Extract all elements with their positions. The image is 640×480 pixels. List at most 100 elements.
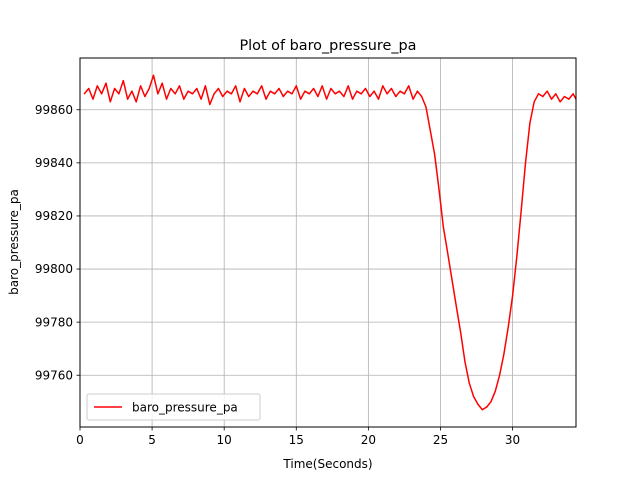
data-point	[369, 95, 371, 98]
data-point	[140, 85, 142, 87]
data-point	[550, 98, 553, 100]
data-point	[127, 98, 129, 100]
data-point	[248, 95, 250, 98]
data-point	[347, 85, 349, 87]
data-point	[503, 353, 505, 355]
data-point	[144, 95, 146, 98]
data-point	[157, 93, 159, 95]
data-point	[239, 101, 241, 103]
data-point	[196, 87, 198, 90]
data-point	[118, 93, 120, 95]
data-point	[83, 93, 85, 95]
data-point	[226, 90, 228, 92]
data-point	[421, 95, 423, 98]
data-point	[412, 98, 414, 100]
data-point	[165, 98, 168, 100]
data-point	[230, 93, 232, 95]
data-point	[351, 98, 354, 100]
data-point	[308, 93, 310, 95]
data-point	[191, 93, 194, 95]
data-point	[330, 87, 332, 90]
data-point	[278, 87, 280, 90]
data-point	[460, 332, 462, 334]
data-point	[434, 154, 436, 156]
legend: baro_pressure_pa	[86, 393, 261, 421]
data-point	[507, 326, 509, 328]
y-tick-label: 99860	[35, 103, 73, 117]
grid	[79, 58, 576, 427]
data-point	[265, 98, 267, 100]
data-point	[546, 90, 548, 92]
data-point	[499, 374, 501, 376]
data-point	[274, 93, 276, 95]
data-point	[200, 98, 202, 100]
data-point	[217, 87, 219, 90]
data-point	[96, 85, 98, 87]
data-point	[403, 93, 405, 95]
data-point	[563, 95, 566, 98]
data-point	[178, 85, 181, 87]
data-point	[382, 85, 384, 87]
data-point	[304, 90, 306, 92]
data-point	[109, 101, 111, 103]
data-point	[386, 93, 388, 95]
data-point	[425, 106, 427, 108]
data-point	[408, 85, 410, 87]
data-point	[524, 162, 527, 164]
data-point	[300, 98, 302, 100]
data-point	[390, 87, 392, 90]
data-point	[338, 90, 341, 92]
data-point	[537, 93, 540, 95]
data-point	[295, 85, 297, 87]
x-axis: 0 5 10 15 20 25 30	[76, 427, 520, 447]
legend-label: baro_pressure_pa	[132, 401, 238, 415]
series-layer	[83, 74, 577, 411]
data-point	[416, 90, 418, 92]
data-point	[222, 95, 224, 98]
data-point	[356, 90, 358, 92]
data-point	[447, 252, 449, 254]
data-point	[92, 98, 94, 100]
data-point	[269, 90, 271, 92]
data-point	[187, 90, 189, 92]
data-point	[261, 85, 263, 87]
data-point	[252, 90, 254, 92]
plot-frame	[79, 57, 577, 428]
data-point	[364, 87, 367, 90]
data-point	[317, 95, 319, 98]
x-tick-label: 20	[361, 433, 376, 447]
data-point	[213, 93, 215, 95]
y-tick-label: 99800	[35, 262, 73, 276]
data-point	[473, 395, 475, 398]
data-point	[511, 295, 514, 297]
data-point	[481, 409, 483, 411]
data-point	[399, 90, 401, 92]
data-point	[455, 305, 457, 307]
data-point	[438, 188, 440, 190]
data-point	[88, 87, 90, 90]
y-tick-label: 99760	[35, 368, 73, 382]
data-point	[282, 95, 284, 98]
data-point	[174, 93, 176, 95]
data-point	[555, 93, 557, 95]
chart-title: Plot of baro_pressure_pa	[239, 38, 416, 54]
data-point	[204, 85, 206, 87]
data-point	[235, 85, 237, 87]
data-point	[321, 85, 323, 87]
data-point	[486, 406, 488, 408]
y-tick-label: 99840	[35, 156, 73, 170]
data-point	[360, 93, 362, 95]
data-point	[572, 93, 574, 95]
data-point	[209, 103, 211, 106]
data-point	[373, 90, 375, 92]
data-point	[131, 90, 133, 92]
data-point	[148, 87, 150, 90]
data-point	[395, 95, 397, 98]
y-axis: 99760 99780 99800 99820 99840 99860	[35, 103, 80, 382]
x-tick-label: 0	[76, 433, 84, 447]
data-point	[568, 98, 570, 100]
data-point	[490, 401, 492, 403]
data-point	[161, 82, 163, 84]
data-point	[529, 122, 531, 124]
